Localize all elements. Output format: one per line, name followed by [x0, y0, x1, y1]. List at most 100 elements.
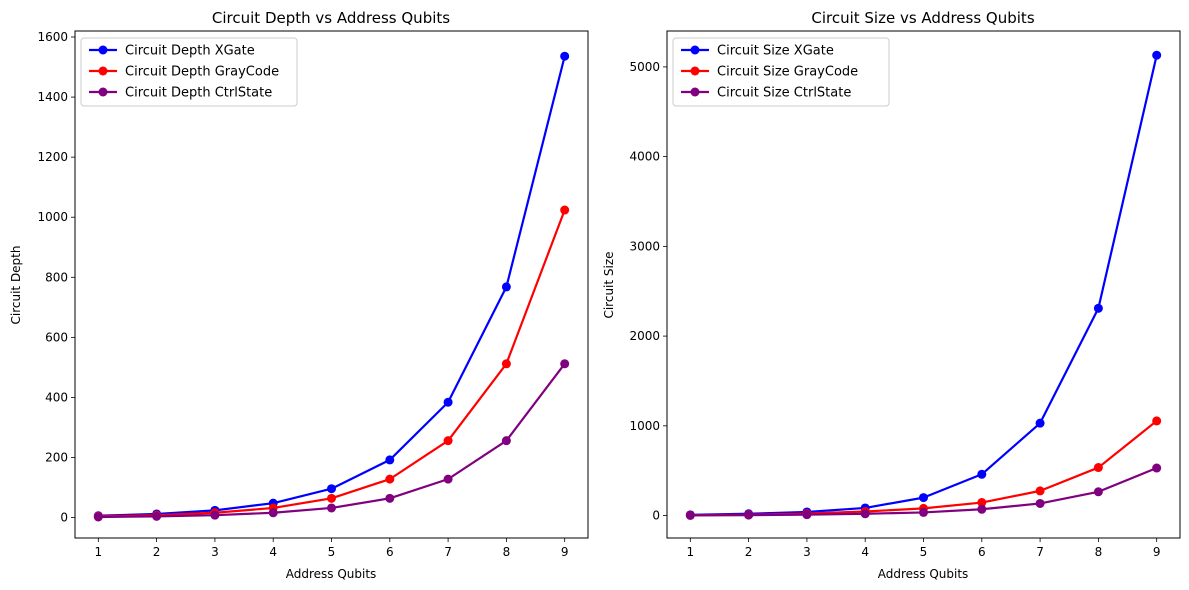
size-data-point — [919, 493, 928, 503]
depth-y-tick-label: 0 — [60, 511, 68, 525]
depth-data-point — [560, 359, 570, 369]
depth-data-point — [443, 474, 453, 484]
depth-chart-xlabel: Address Qubits — [286, 567, 377, 581]
depth-legend-label: Circuit Depth GrayCode — [125, 65, 279, 80]
depth-data-point — [327, 503, 336, 513]
depth-y-tick-label: 600 — [45, 330, 68, 344]
depth-data-point — [501, 359, 511, 369]
depth-chart-axes: 1 2 3 4 5 6 7 8 9 0 200 400 600 800 1000 1200 1400 1600 — [37, 30, 589, 559]
size-legend-label: Circuit Size CtrlState — [717, 86, 851, 101]
depth-y-tick-label: 200 — [45, 451, 68, 465]
depth-data-point — [385, 455, 395, 465]
size-x-tick-label: 1 — [686, 545, 694, 559]
size-x-tick-label: 7 — [1036, 545, 1044, 559]
depth-y-tick-label: 1000 — [37, 210, 68, 224]
size-data-point — [1093, 303, 1103, 313]
size-x-tick-label: 6 — [978, 545, 986, 559]
depth-data-point — [443, 436, 453, 446]
depth-data-point — [93, 512, 103, 522]
depth-data-point — [152, 511, 162, 521]
size-x-tick-label: 8 — [1095, 545, 1103, 559]
size-data-point — [1035, 486, 1045, 496]
depth-data-point — [210, 510, 220, 520]
depth-x-tick-label: 6 — [386, 545, 394, 559]
depth-data-point — [268, 508, 278, 518]
depth-data-point — [443, 397, 453, 407]
depth-y-tick-label: 1600 — [37, 30, 68, 44]
size-chart-legend: Circuit Size XGate Circuit Size GrayCode C… — [672, 37, 890, 107]
size-data-point — [744, 510, 754, 520]
depth-legend-label: Circuit Depth XGate — [125, 44, 255, 59]
depth-data-point — [327, 493, 336, 503]
depth-chart-ylabel: Circuit Depth — [9, 246, 23, 325]
depth-chart-panel: Circuit Depth vs Address Qubits Address … — [9, 9, 589, 581]
depth-legend-swatch-marker — [98, 66, 108, 76]
size-y-tick-label: 0 — [652, 509, 660, 523]
size-y-tick-label: 2000 — [629, 329, 660, 343]
size-data-point — [1035, 418, 1045, 428]
size-chart-ylabel: Circuit Size — [602, 251, 616, 318]
size-y-tick-label: 4000 — [629, 150, 660, 164]
depth-x-tick-label: 3 — [211, 545, 219, 559]
size-x-tick-label: 3 — [803, 545, 811, 559]
size-chart-xlabel: Address Qubits — [878, 567, 969, 581]
size-data-point — [977, 498, 987, 508]
size-legend-swatch-marker — [690, 45, 700, 55]
size-x-tick-label: 9 — [1153, 545, 1161, 559]
depth-chart-legend: Circuit Depth XGate Circuit Depth GrayCod… — [80, 37, 298, 107]
depth-data-point — [385, 493, 395, 503]
size-data-point — [919, 507, 928, 517]
depth-x-tick-label: 7 — [444, 545, 452, 559]
size-data-point — [1035, 498, 1045, 508]
depth-x-tick-label: 1 — [94, 545, 102, 559]
depth-y-tick-label: 1200 — [37, 150, 68, 164]
depth-chart-title: Circuit Depth vs Address Qubits — [212, 9, 450, 27]
size-y-tick-label: 3000 — [629, 239, 660, 253]
depth-y-tick-label: 800 — [45, 270, 68, 284]
depth-data-point — [327, 484, 336, 494]
size-data-point — [802, 510, 812, 520]
size-x-tick-label: 2 — [745, 545, 753, 559]
depth-x-tick-label: 8 — [503, 545, 511, 559]
depth-legend-swatch-marker — [98, 87, 108, 97]
depth-legend-box — [80, 37, 298, 107]
depth-chart-series — [93, 51, 570, 522]
size-plot-frame — [666, 30, 1181, 539]
size-chart-series — [685, 50, 1162, 520]
size-data-point — [977, 469, 987, 479]
size-data-point — [1152, 50, 1162, 60]
depth-legend-swatch-marker — [98, 45, 108, 55]
size-data-point — [1093, 487, 1103, 497]
depth-y-tick-label: 400 — [45, 390, 68, 404]
size-legend-label: Circuit Size GrayCode — [717, 65, 858, 80]
depth-x-tick-label: 5 — [328, 545, 336, 559]
depth-legend-label: Circuit Depth CtrlState — [125, 86, 272, 101]
depth-data-point — [501, 436, 511, 446]
depth-data-point — [560, 205, 570, 215]
size-data-point — [860, 509, 870, 519]
size-data-point — [1152, 463, 1162, 473]
size-data-point — [685, 510, 695, 520]
size-data-point — [977, 504, 987, 514]
depth-y-tick-label: 1400 — [37, 90, 68, 104]
size-x-tick-label: 4 — [861, 545, 869, 559]
size-y-tick-label: 5000 — [629, 60, 660, 74]
size-legend-swatch-marker — [690, 66, 700, 76]
size-y-tick-label: 1000 — [629, 419, 660, 433]
size-legend-swatch-marker — [690, 87, 700, 97]
depth-data-point — [501, 282, 511, 292]
depth-data-point — [560, 51, 570, 61]
size-chart-title: Circuit Size vs Address Qubits — [811, 9, 1034, 27]
size-legend-label: Circuit Size XGate — [717, 44, 834, 59]
depth-x-tick-label: 9 — [561, 545, 569, 559]
size-chart-axes: 1 2 3 4 5 6 7 8 9 0 1000 2000 3000 4000 5000 — [629, 30, 1181, 559]
depth-plot-frame — [74, 30, 589, 539]
size-chart-panel: Circuit Size vs Address Qubits Address Q… — [602, 9, 1181, 581]
depth-x-tick-label: 2 — [153, 545, 161, 559]
depth-x-tick-label: 4 — [269, 545, 277, 559]
depth-data-point — [385, 474, 395, 484]
size-x-tick-label: 5 — [920, 545, 928, 559]
size-data-point — [1152, 416, 1162, 426]
size-legend-box — [672, 37, 890, 107]
